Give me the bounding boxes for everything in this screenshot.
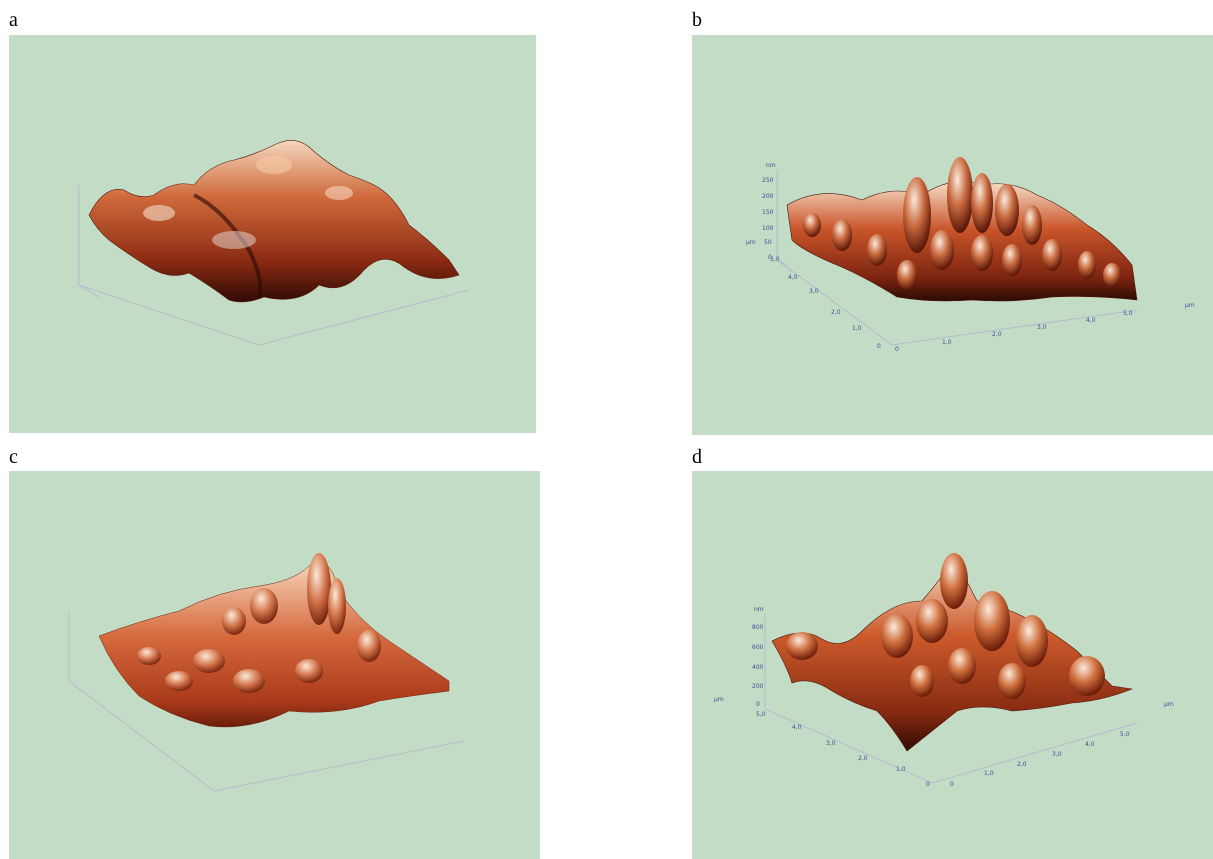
z-tick: 0 xyxy=(756,701,760,708)
x-tick: 2,0 xyxy=(992,331,1002,338)
x-unit-d: µm xyxy=(1164,701,1174,708)
z-tick: 600 xyxy=(752,644,764,651)
y-tick: 5,0 xyxy=(756,711,766,718)
z-unit-b: nm xyxy=(766,162,776,169)
y-tick: 0 xyxy=(926,781,930,788)
afm-surface-a xyxy=(78,140,470,346)
afm-surface-c xyxy=(68,553,465,792)
z-tick: 100 xyxy=(762,225,774,232)
x-unit-b: µm xyxy=(1185,302,1195,309)
x-tick: 0 xyxy=(950,781,954,788)
panel-label-b: b xyxy=(692,9,702,31)
x-tick: 2,0 xyxy=(1017,761,1027,768)
y-tick: 2,0 xyxy=(831,309,841,316)
z-unit-d: nm xyxy=(754,606,764,613)
y-tick: 3,0 xyxy=(809,288,819,295)
z-tick: 200 xyxy=(752,683,764,690)
z-tick: 400 xyxy=(752,664,764,671)
x-tick: 1,0 xyxy=(942,339,952,346)
y-tick: 2,0 xyxy=(858,755,868,762)
z-tick: 50 xyxy=(764,239,772,246)
z-tick: 250 xyxy=(762,177,774,184)
z-tick: 0 xyxy=(768,254,772,261)
y-tick: 4,0 xyxy=(788,274,798,281)
x-tick: 1,0 xyxy=(984,770,994,777)
y-tick: 5,0 xyxy=(770,256,780,263)
x-tick: 3,0 xyxy=(1037,324,1047,331)
y-tick: 4,0 xyxy=(792,724,802,731)
afm-image-a xyxy=(9,35,536,433)
afm-surface-d: nm 800 600 400 200 0 µm 5,0 4,0 3,0 2,0 … xyxy=(714,553,1174,788)
y-ticks-b: 5,0 4,0 3,0 2,0 1,0 0 xyxy=(770,256,881,350)
x-ticks-b: 0 1,0 2,0 3,0 4,0 5,0 xyxy=(895,310,1133,353)
y-tick: 1,0 xyxy=(896,766,906,773)
afm-image-c xyxy=(9,471,540,859)
y-tick: 0 xyxy=(877,343,881,350)
x-ticks-d: 0 1,0 2,0 3,0 4,0 5,0 xyxy=(950,731,1130,788)
z-tick: 150 xyxy=(762,209,774,216)
y-unit-b: µm xyxy=(746,239,756,246)
x-tick: 5,0 xyxy=(1123,310,1133,317)
x-tick: 3,0 xyxy=(1052,751,1062,758)
x-tick: 5,0 xyxy=(1120,731,1130,738)
z-tick: 800 xyxy=(752,624,764,631)
afm-image-d: nm 800 600 400 200 0 µm 5,0 4,0 3,0 2,0 … xyxy=(692,471,1213,859)
panel-label-c: c xyxy=(9,446,18,468)
panel-label-a: a xyxy=(9,9,18,31)
x-tick: 4,0 xyxy=(1086,317,1096,324)
y-tick: 1,0 xyxy=(852,325,862,332)
x-tick: 0 xyxy=(895,346,899,353)
x-tick: 4,0 xyxy=(1085,741,1095,748)
panel-label-d: d xyxy=(692,446,702,468)
z-ticks-d: 800 600 400 200 0 xyxy=(752,624,764,708)
y-tick: 3,0 xyxy=(826,740,836,747)
y-ticks-d: 5,0 4,0 3,0 2,0 1,0 0 xyxy=(756,711,930,788)
z-ticks-b: 250 200 150 100 50 0 xyxy=(762,177,774,261)
y-unit-d: µm xyxy=(714,696,724,703)
afm-image-b: nm 250 200 150 100 50 0 µm 5,0 4,0 3,0 2… xyxy=(692,35,1213,435)
z-tick: 200 xyxy=(762,193,774,200)
afm-surface-b: nm 250 200 150 100 50 0 µm 5,0 4,0 3,0 2… xyxy=(746,157,1195,353)
